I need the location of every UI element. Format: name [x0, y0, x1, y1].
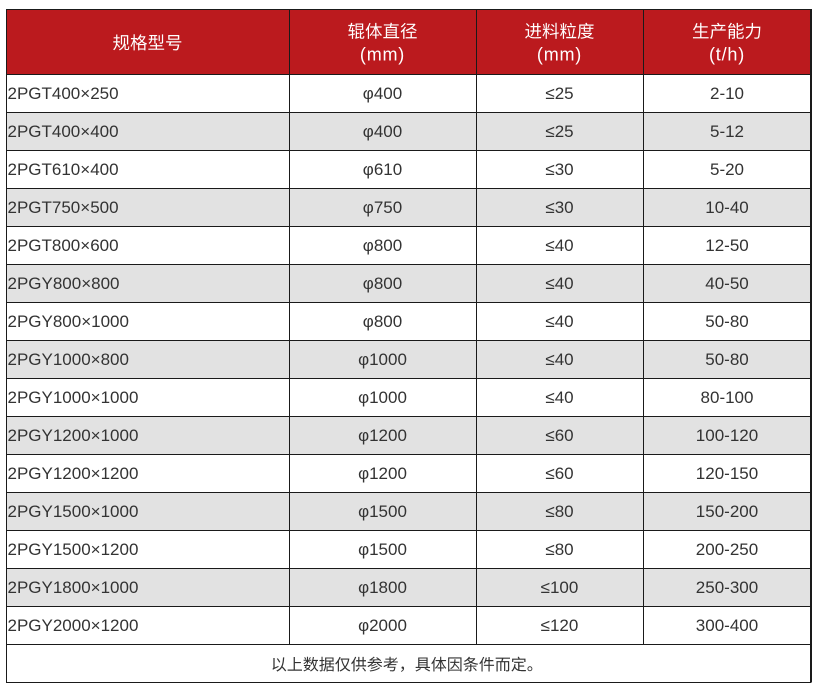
svg-text:(mm): (mm) [537, 45, 582, 65]
svg-text:φ800: φ800 [363, 312, 402, 331]
svg-text:≤30: ≤30 [545, 160, 573, 179]
svg-text:2PGT400×400: 2PGT400×400 [8, 122, 119, 141]
svg-text:φ1500: φ1500 [358, 540, 407, 559]
svg-text:≤120: ≤120 [541, 616, 579, 635]
svg-text:φ1200: φ1200 [358, 464, 407, 483]
svg-text:2PGT750×500: 2PGT750×500 [8, 198, 119, 217]
svg-text:12-50: 12-50 [705, 236, 748, 255]
svg-text:≤40: ≤40 [545, 312, 573, 331]
svg-text:φ2000: φ2000 [358, 616, 407, 635]
svg-text:φ1000: φ1000 [358, 388, 407, 407]
svg-text:≤25: ≤25 [545, 84, 573, 103]
svg-text:2-10: 2-10 [710, 84, 744, 103]
svg-text:φ1500: φ1500 [358, 502, 407, 521]
svg-text:2PGT800×600: 2PGT800×600 [8, 236, 119, 255]
svg-text:2PGY2000×1200: 2PGY2000×1200 [8, 616, 139, 635]
svg-text:50-80: 50-80 [705, 312, 748, 331]
svg-text:φ1800: φ1800 [358, 578, 407, 597]
svg-text:≤100: ≤100 [541, 578, 579, 597]
svg-text:2PGY1000×1000: 2PGY1000×1000 [8, 388, 139, 407]
svg-text:φ400: φ400 [363, 84, 402, 103]
svg-text:2PGY800×1000: 2PGY800×1000 [8, 312, 129, 331]
svg-text:2PGY1800×1000: 2PGY1800×1000 [8, 578, 139, 597]
svg-text:2PGT400×250: 2PGT400×250 [8, 84, 119, 103]
svg-text:2PGY1200×1000: 2PGY1200×1000 [8, 426, 139, 445]
svg-text:≤80: ≤80 [545, 502, 573, 521]
svg-text:φ800: φ800 [363, 274, 402, 293]
svg-text:≤80: ≤80 [545, 540, 573, 559]
svg-text:(mm): (mm) [360, 45, 405, 65]
svg-text:250-300: 250-300 [696, 578, 758, 597]
svg-text:150-200: 150-200 [696, 502, 758, 521]
svg-text:(t/h): (t/h) [709, 45, 745, 65]
svg-text:≤40: ≤40 [545, 388, 573, 407]
svg-text:2PGY1500×1000: 2PGY1500×1000 [8, 502, 139, 521]
svg-text:φ750: φ750 [363, 198, 402, 217]
svg-text:100-120: 100-120 [696, 426, 758, 445]
svg-text:≤25: ≤25 [545, 122, 573, 141]
svg-text:≤30: ≤30 [545, 198, 573, 217]
svg-text:40-50: 40-50 [705, 274, 748, 293]
svg-text:φ610: φ610 [363, 160, 402, 179]
svg-text:φ1200: φ1200 [358, 426, 407, 445]
svg-text:200-250: 200-250 [696, 540, 758, 559]
svg-text:≤60: ≤60 [545, 426, 573, 445]
svg-text:120-150: 120-150 [696, 464, 758, 483]
svg-text:≤40: ≤40 [545, 350, 573, 369]
svg-text:5-20: 5-20 [710, 160, 744, 179]
svg-text:≤40: ≤40 [545, 274, 573, 293]
svg-text:≤60: ≤60 [545, 464, 573, 483]
svg-text:50-80: 50-80 [705, 350, 748, 369]
svg-text:φ800: φ800 [363, 236, 402, 255]
svg-text:≤40: ≤40 [545, 236, 573, 255]
svg-text:300-400: 300-400 [696, 616, 758, 635]
svg-text:φ1000: φ1000 [358, 350, 407, 369]
svg-text:2PGY800×800: 2PGY800×800 [8, 274, 120, 293]
svg-text:2PGT610×400: 2PGT610×400 [8, 160, 119, 179]
svg-text:5-12: 5-12 [710, 122, 744, 141]
svg-text:2PGY1200×1200: 2PGY1200×1200 [8, 464, 139, 483]
svg-text:10-40: 10-40 [705, 198, 748, 217]
svg-text:80-100: 80-100 [701, 388, 754, 407]
svg-text:φ400: φ400 [363, 122, 402, 141]
svg-text:2PGY1000×800: 2PGY1000×800 [8, 350, 129, 369]
svg-text:2PGY1500×1200: 2PGY1500×1200 [8, 540, 139, 559]
